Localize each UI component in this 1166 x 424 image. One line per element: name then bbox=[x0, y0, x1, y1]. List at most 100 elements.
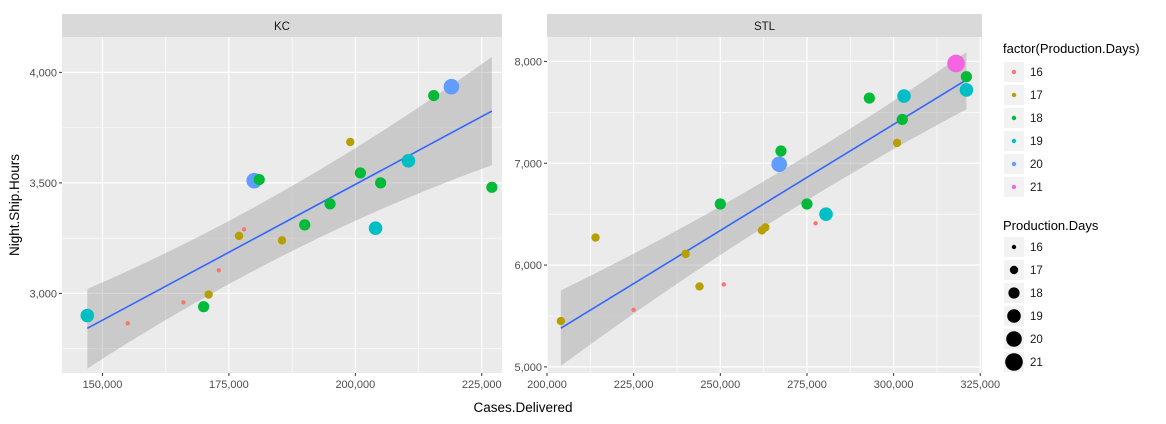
legend-size-swatch bbox=[1007, 309, 1021, 323]
data-point bbox=[277, 236, 287, 245]
x-tick-label: 200,000 bbox=[527, 379, 567, 391]
data-point bbox=[241, 227, 247, 232]
facet-panels: KC 150,000 175,000 200,000 225,000 3,000 3,500… bbox=[29, 14, 1000, 391]
data-point bbox=[771, 156, 788, 173]
y-tick-label: 6,000 bbox=[514, 260, 542, 272]
data-point bbox=[631, 307, 636, 313]
data-point bbox=[714, 198, 726, 210]
x-tick-label: 175,000 bbox=[209, 379, 249, 391]
data-point bbox=[897, 89, 911, 103]
facet-strip-label: KC bbox=[274, 21, 290, 33]
legend-size-swatch bbox=[1006, 331, 1022, 347]
data-point bbox=[775, 145, 787, 157]
data-point bbox=[299, 219, 311, 231]
data-point bbox=[80, 308, 95, 323]
legend-size-label: 19 bbox=[1030, 311, 1043, 323]
legend-color-label: 16 bbox=[1030, 67, 1043, 79]
data-point bbox=[253, 173, 265, 186]
legend-color-label: 20 bbox=[1030, 159, 1043, 171]
data-point bbox=[695, 282, 704, 291]
facet-strip bbox=[547, 14, 982, 37]
data-point bbox=[819, 207, 833, 221]
x-tick-label: 300,000 bbox=[874, 379, 914, 391]
legend-size-label: 21 bbox=[1030, 357, 1043, 369]
legend-color-swatch bbox=[1011, 115, 1017, 121]
data-point bbox=[234, 231, 244, 241]
facet-panel-kc: KC 150,000 175,000 200,000 225,000 3,000 3,500… bbox=[29, 14, 502, 391]
data-point bbox=[959, 83, 974, 97]
legend-size-swatch bbox=[1011, 244, 1017, 250]
data-point bbox=[486, 181, 498, 193]
minor-gridlines bbox=[547, 37, 982, 373]
legend-color-swatch bbox=[1011, 138, 1017, 144]
x-tick-label: 250,000 bbox=[700, 379, 740, 391]
data-point bbox=[125, 321, 130, 326]
data-point bbox=[198, 301, 210, 313]
x-axis-title: Cases.Delivered bbox=[473, 400, 572, 415]
y-tick-label: 7,000 bbox=[514, 158, 542, 170]
y-tick-label: 3,500 bbox=[29, 178, 57, 190]
y-tick-label: 4,000 bbox=[29, 67, 57, 79]
data-point bbox=[368, 221, 383, 236]
legend-color-label: 17 bbox=[1030, 90, 1043, 102]
legend-size-swatch bbox=[1008, 287, 1020, 299]
legend-color-swatch bbox=[1011, 184, 1017, 190]
confidence-band bbox=[87, 56, 492, 369]
legend-size-swatch bbox=[1005, 353, 1023, 371]
data-point bbox=[960, 71, 973, 83]
data-point bbox=[761, 223, 770, 232]
legend-size-items: 16 17 18 19 20 21 bbox=[1004, 237, 1043, 372]
data-point bbox=[443, 78, 460, 95]
data-point bbox=[354, 167, 366, 179]
y-tick-label: 5,000 bbox=[514, 362, 542, 374]
y-tick-label: 3,000 bbox=[29, 288, 57, 300]
legend-color-label: 19 bbox=[1030, 136, 1043, 148]
data-point bbox=[591, 233, 600, 242]
legend-color-title: factor(Production.Days) bbox=[1003, 41, 1140, 56]
facet-strip-label: STL bbox=[754, 21, 776, 33]
data-point bbox=[681, 249, 690, 259]
x-tick-label: 150,000 bbox=[83, 379, 123, 391]
x-tick-label: 225,000 bbox=[614, 379, 654, 391]
data-point bbox=[428, 89, 440, 102]
confidence-band bbox=[560, 52, 967, 366]
legend-size-label: 16 bbox=[1030, 242, 1043, 254]
data-point bbox=[401, 153, 416, 168]
x-tick-label: 225,000 bbox=[462, 379, 502, 391]
data-point bbox=[721, 282, 726, 287]
data-point bbox=[801, 198, 813, 210]
x-tick-label: 200,000 bbox=[335, 379, 375, 391]
x-tick-label: 275,000 bbox=[787, 379, 827, 391]
legend-size-swatch bbox=[1009, 265, 1019, 275]
y-axis-title: Night.Ship.Hours bbox=[7, 154, 22, 256]
legend-size-label: 18 bbox=[1030, 288, 1043, 300]
x-tick-label: 325,000 bbox=[960, 379, 1000, 391]
data-point bbox=[181, 300, 186, 305]
regression-line bbox=[86, 110, 493, 330]
data-point bbox=[556, 316, 566, 326]
data-points bbox=[556, 54, 974, 326]
y-tick-label: 8,000 bbox=[514, 56, 542, 68]
axis-titles: Cases.Delivered Night.Ship.Hours bbox=[7, 154, 573, 415]
legend-color-swatch bbox=[1011, 161, 1017, 167]
legend-size-label: 17 bbox=[1030, 265, 1043, 277]
panel-background bbox=[62, 37, 502, 373]
legend-color-label: 18 bbox=[1030, 113, 1043, 125]
data-point bbox=[324, 198, 336, 210]
legend-color-items: 16 17 18 19 20 21 bbox=[1004, 62, 1043, 197]
legend-size-title: Production.Days bbox=[1003, 218, 1099, 233]
facet-strip bbox=[62, 14, 502, 37]
data-point bbox=[947, 54, 965, 73]
major-gridlines bbox=[62, 37, 502, 373]
legend-color-swatch bbox=[1011, 69, 1017, 75]
legend-color-label: 21 bbox=[1030, 182, 1043, 194]
data-point bbox=[375, 177, 387, 189]
data-points bbox=[80, 78, 498, 326]
facet-panel-stl: STL 200,000 225,000 250,000 275,000 300,000 32… bbox=[514, 14, 1000, 391]
data-point bbox=[813, 221, 818, 226]
data-point bbox=[216, 268, 221, 273]
data-point bbox=[892, 138, 902, 148]
legend: factor(Production.Days) 16 17 18 19 20 21 Pro… bbox=[1003, 41, 1140, 372]
legend-color-swatch bbox=[1011, 92, 1017, 98]
